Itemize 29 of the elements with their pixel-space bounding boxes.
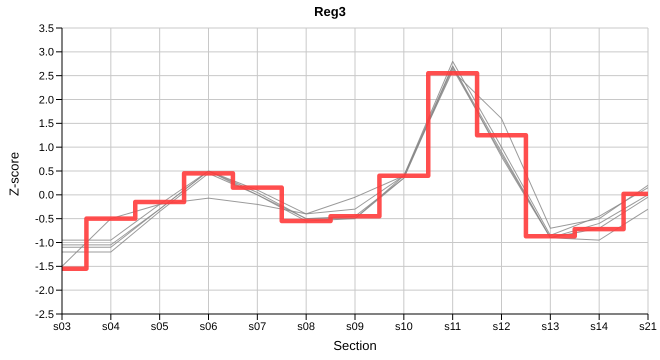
x-tick-label: s05 <box>150 320 169 333</box>
x-tick-label: s14 <box>590 320 608 333</box>
y-tick-label: -1.5 <box>35 261 54 274</box>
y-tick-label: 2.0 <box>38 94 54 106</box>
x-tick-label: s08 <box>297 320 316 333</box>
chart-title: Reg3 <box>313 4 347 21</box>
x-tick-label: s04 <box>102 320 120 333</box>
x-tick-label: s11 <box>444 320 462 333</box>
x-tick-label: s21 <box>639 320 657 333</box>
y-axis-title: Z-score <box>6 152 22 196</box>
y-tick-label: 2.5 <box>38 70 54 83</box>
x-tick-label: s13 <box>541 320 560 333</box>
x-tick-label: s07 <box>248 320 266 333</box>
y-tick-label: 3.5 <box>38 22 54 35</box>
x-axis-title: Section <box>333 338 377 353</box>
y-tick-label: -0.5 <box>35 214 54 226</box>
x-tick-label: s09 <box>346 320 364 333</box>
y-tick-label: 1.0 <box>38 142 54 154</box>
y-tick-label: -1.0 <box>35 237 54 250</box>
x-tick-label: s06 <box>200 320 218 333</box>
x-tick-label: s03 <box>53 320 71 333</box>
x-tick-label: s10 <box>394 320 413 333</box>
y-tick-label: 1.5 <box>38 118 54 130</box>
x-tick-label: s12 <box>492 320 510 333</box>
y-tick-label: 0.0 <box>38 190 54 202</box>
y-tick-label: 0.5 <box>38 166 54 178</box>
y-tick-label: -2.0 <box>35 285 54 298</box>
y-tick-label: -2.5 <box>35 308 54 321</box>
y-tick-label: 3.0 <box>38 46 54 59</box>
